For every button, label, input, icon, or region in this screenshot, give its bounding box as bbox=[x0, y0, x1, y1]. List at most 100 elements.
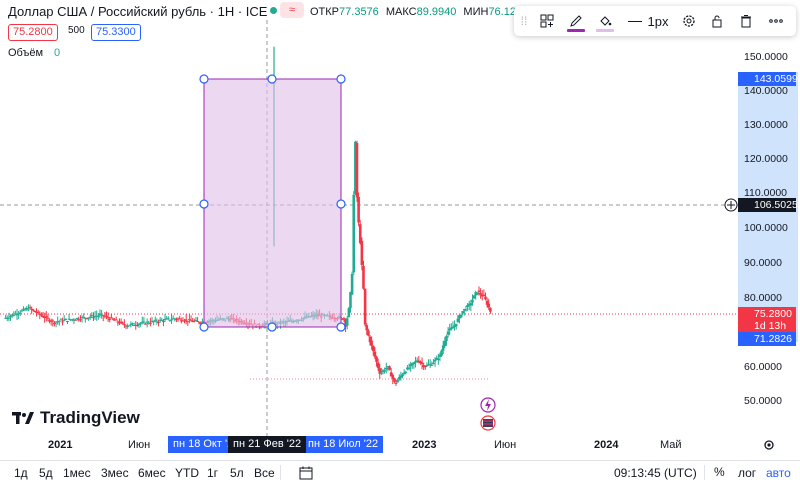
handle-bottom-mid[interactable] bbox=[267, 322, 277, 332]
candle-body bbox=[98, 314, 102, 316]
range-3m[interactable]: 3мес bbox=[101, 466, 129, 480]
sell-price-box[interactable]: 75.2800 bbox=[8, 24, 58, 41]
candle-body bbox=[33, 310, 37, 312]
handle-top-left[interactable] bbox=[199, 74, 209, 84]
settings-gear-icon[interactable] bbox=[764, 440, 774, 450]
candle-body bbox=[186, 320, 190, 322]
candle-body bbox=[61, 321, 64, 323]
tradingview-logo[interactable]: TradingView bbox=[12, 408, 140, 428]
fill-color-bucket-icon[interactable] bbox=[594, 10, 616, 32]
candle-body bbox=[451, 326, 455, 329]
handle-bottom-right[interactable] bbox=[336, 322, 346, 332]
handle-top-mid[interactable] bbox=[267, 74, 277, 84]
handle-mid-left[interactable] bbox=[199, 199, 209, 209]
percent-scale-toggle[interactable]: % bbox=[714, 465, 725, 479]
range-5y[interactable]: 5л bbox=[230, 466, 244, 480]
time-axis[interactable]: 2021 Июн пн 18 Окт '21 пн 18 Июл '22 пн … bbox=[0, 436, 760, 454]
symbol-title[interactable]: Доллар США / Российский рубль · 1Н · ICE bbox=[8, 4, 268, 19]
settings-icon[interactable] bbox=[678, 10, 700, 32]
candle-body bbox=[459, 314, 463, 318]
time-tick: Июн bbox=[128, 439, 151, 451]
candle-body bbox=[404, 371, 408, 373]
candle-body bbox=[175, 318, 178, 320]
line-width-select[interactable]: 1px bbox=[622, 10, 674, 32]
divider bbox=[280, 465, 281, 483]
candle-body bbox=[467, 303, 471, 306]
delete-trash-icon[interactable] bbox=[735, 10, 757, 32]
candle-body bbox=[193, 320, 196, 322]
candle-body bbox=[458, 315, 461, 319]
market-open-dot bbox=[270, 7, 277, 14]
line-color-swatch bbox=[567, 29, 585, 32]
candle-body bbox=[101, 315, 105, 317]
dividend-event-icon[interactable] bbox=[480, 397, 496, 413]
candle-body bbox=[201, 321, 204, 323]
candle-body bbox=[40, 314, 43, 316]
candle-body bbox=[399, 375, 403, 378]
handle-top-right[interactable] bbox=[336, 74, 346, 84]
line-color-pen-icon[interactable] bbox=[565, 10, 587, 32]
crosshair-plus-icon[interactable] bbox=[724, 198, 738, 212]
handle-mid-right[interactable] bbox=[336, 199, 346, 209]
candle-body bbox=[464, 309, 468, 311]
candle-body bbox=[480, 294, 484, 297]
ohlc-open-value: 77.3576 bbox=[339, 6, 379, 18]
range-6m[interactable]: 6мес bbox=[138, 466, 166, 480]
candle-body bbox=[180, 320, 183, 322]
range-ytd[interactable]: YTD bbox=[175, 466, 199, 480]
candle-body bbox=[100, 313, 103, 315]
candle-body bbox=[453, 325, 456, 327]
range-all[interactable]: Все bbox=[254, 466, 275, 480]
candle-body bbox=[124, 325, 128, 327]
more-options-icon[interactable] bbox=[765, 10, 787, 32]
us-flag-event-icon[interactable] bbox=[480, 415, 496, 431]
buy-price-box[interactable]: 75.3300 bbox=[91, 24, 141, 41]
rect-bottom-price-tag: 71.2826 bbox=[738, 332, 796, 346]
candle-body bbox=[7, 317, 11, 319]
candle-body bbox=[152, 321, 155, 323]
candle-body bbox=[419, 361, 422, 363]
delayed-data-badge[interactable]: ≈ bbox=[280, 2, 304, 18]
candle-body bbox=[176, 318, 180, 320]
candle-body bbox=[484, 296, 487, 300]
candle-body bbox=[378, 368, 382, 374]
rectangle-handles[interactable] bbox=[199, 74, 346, 332]
candle-body bbox=[472, 295, 476, 299]
candle-body bbox=[158, 319, 162, 321]
candle-body bbox=[17, 313, 20, 315]
candle-body bbox=[394, 382, 398, 384]
template-icon[interactable] bbox=[536, 10, 558, 32]
candle-body bbox=[14, 313, 17, 315]
candle-body bbox=[471, 299, 474, 303]
divider bbox=[704, 465, 705, 483]
range-1d[interactable]: 1д bbox=[14, 466, 28, 480]
range-1m[interactable]: 1мес bbox=[63, 466, 91, 480]
drag-handle-icon[interactable]: ⁞⁞ bbox=[520, 14, 528, 28]
auto-scale-toggle[interactable]: авто bbox=[766, 466, 791, 480]
lock-icon[interactable] bbox=[706, 10, 728, 32]
go-to-date-icon[interactable] bbox=[298, 465, 314, 484]
candle-body bbox=[31, 309, 35, 311]
candle-body bbox=[127, 325, 131, 327]
utc-clock[interactable]: 09:13:45 (UTC) bbox=[614, 466, 697, 480]
candle-body bbox=[77, 319, 81, 321]
candle-body bbox=[342, 318, 346, 320]
line-width-icon bbox=[627, 20, 642, 22]
handle-bottom-left[interactable] bbox=[199, 322, 209, 332]
drawing-rectangle[interactable] bbox=[203, 78, 342, 328]
range-1y[interactable]: 1г bbox=[207, 466, 219, 480]
candle-body bbox=[136, 325, 139, 327]
log-scale-toggle[interactable]: лог bbox=[738, 466, 757, 480]
spread-value: 500 bbox=[68, 25, 85, 36]
candle-body bbox=[157, 321, 160, 323]
candle-body bbox=[85, 318, 89, 320]
candle-body bbox=[168, 319, 172, 321]
tradingview-logo-icon bbox=[12, 412, 34, 424]
candle-body bbox=[46, 317, 50, 319]
candle-body bbox=[438, 354, 442, 357]
volume-label[interactable]: Объём bbox=[8, 47, 44, 59]
time-cursor-right: пн 18 Июл '22 bbox=[303, 436, 384, 453]
range-5d[interactable]: 5д bbox=[39, 466, 53, 480]
candle-body bbox=[110, 317, 113, 319]
